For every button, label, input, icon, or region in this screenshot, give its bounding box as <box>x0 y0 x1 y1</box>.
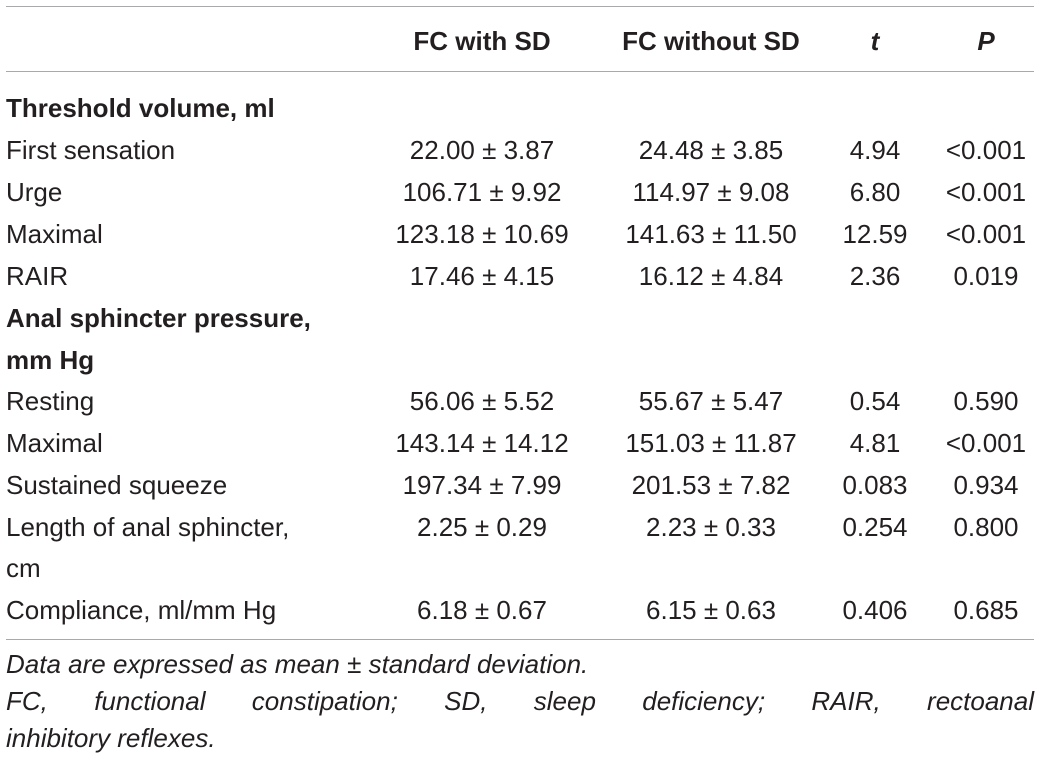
cell-t: 0.406 <box>842 595 908 625</box>
table-row: Sustained squeeze 197.34 ± 7.99 201.53 ±… <box>0 464 1040 506</box>
cell-fc-without-sd: 141.63 ± 11.50 <box>625 219 797 249</box>
header-fc-with-sd: FC with SD <box>413 26 551 56</box>
cell-fc-without-sd: 201.53 ± 7.82 <box>631 470 791 500</box>
cell-fc-with-sd: 106.71 ± 9.92 <box>402 177 562 207</box>
cell-p: <0.001 <box>945 428 1027 458</box>
cell-fc-without-sd: 55.67 ± 5.47 <box>638 386 784 416</box>
cell-t: 12.59 <box>842 219 908 249</box>
table-row-continuation: cm <box>0 547 1040 589</box>
table-row: First sensation 22.00 ± 3.87 24.48 ± 3.8… <box>0 129 1040 171</box>
section-title-row: mm Hg <box>0 339 1040 381</box>
row-label: Urge <box>6 177 63 207</box>
table-row: Compliance, ml/mm Hg 6.18 ± 0.67 6.15 ± … <box>0 589 1040 631</box>
footnote-line: FC, functional constipation; SD, sleep d… <box>6 686 1034 716</box>
cell-fc-with-sd: 22.00 ± 3.87 <box>409 135 555 165</box>
row-label: Compliance, ml/mm Hg <box>6 595 277 625</box>
cell-p: 0.934 <box>953 470 1019 500</box>
row-label-continuation: cm <box>6 553 41 583</box>
cell-fc-with-sd: 6.18 ± 0.67 <box>417 595 547 625</box>
row-label: Length of anal sphincter, <box>6 512 290 542</box>
cell-p: 0.685 <box>953 595 1019 625</box>
cell-fc-with-sd: 56.06 ± 5.52 <box>409 386 555 416</box>
table-row: Urge 106.71 ± 9.92 114.97 ± 9.08 6.80 <0… <box>0 171 1040 213</box>
cell-p: <0.001 <box>945 219 1027 249</box>
cell-fc-without-sd: 16.12 ± 4.84 <box>638 261 784 291</box>
table-row: RAIR 17.46 ± 4.15 16.12 ± 4.84 2.36 0.01… <box>0 255 1040 297</box>
section-title: Anal sphincter pressure, <box>6 303 311 333</box>
cell-fc-with-sd: 197.34 ± 7.99 <box>402 470 562 500</box>
section-title: Threshold volume, ml <box>6 93 275 123</box>
footnote-line: Data are expressed as mean ± standard de… <box>6 649 589 679</box>
row-label: Maximal <box>6 219 103 249</box>
table-footnotes: Data are expressed as mean ± standard de… <box>6 646 1034 757</box>
cell-t: 2.36 <box>849 261 901 291</box>
table-top-rule <box>6 6 1034 7</box>
cell-fc-without-sd: 2.23 ± 0.33 <box>646 512 776 542</box>
cell-t: 0.083 <box>842 470 908 500</box>
header-p: P <box>977 26 995 56</box>
table-row: Maximal 143.14 ± 14.12 151.03 ± 11.87 4.… <box>0 422 1040 464</box>
cell-p: 0.019 <box>953 261 1019 291</box>
cell-t: 4.81 <box>849 428 901 458</box>
row-label: Maximal <box>6 428 103 458</box>
cell-fc-with-sd: 2.25 ± 0.29 <box>417 512 547 542</box>
section-title-row: Threshold volume, ml <box>0 87 1040 129</box>
table-row: Resting 56.06 ± 5.52 55.67 ± 5.47 0.54 0… <box>0 380 1040 422</box>
cell-t: 6.80 <box>849 177 901 207</box>
cell-t: 0.254 <box>842 512 908 542</box>
table-header-rule <box>6 71 1034 72</box>
cell-fc-with-sd: 17.46 ± 4.15 <box>409 261 555 291</box>
cell-p: 0.590 <box>953 386 1019 416</box>
cell-t: 0.54 <box>849 386 901 416</box>
table-row: Maximal 123.18 ± 10.69 141.63 ± 11.50 12… <box>0 213 1040 255</box>
row-label: First sensation <box>6 135 176 165</box>
cell-fc-with-sd: 143.14 ± 14.12 <box>395 428 569 458</box>
cell-p: <0.001 <box>945 177 1027 207</box>
table-row: Length of anal sphincter, 2.25 ± 0.29 2.… <box>0 506 1040 548</box>
row-label: Sustained squeeze <box>6 470 228 500</box>
cell-p: 0.800 <box>953 512 1019 542</box>
header-t: t <box>870 26 880 56</box>
cell-fc-with-sd: 123.18 ± 10.69 <box>395 219 569 249</box>
cell-fc-without-sd: 114.97 ± 9.08 <box>632 177 790 207</box>
section-title: mm Hg <box>6 345 95 375</box>
cell-fc-without-sd: 24.48 ± 3.85 <box>638 135 784 165</box>
footnote-line: inhibitory reflexes. <box>6 723 216 753</box>
row-label: Resting <box>6 386 95 416</box>
cell-fc-without-sd: 151.03 ± 11.87 <box>625 428 797 458</box>
section-title-row: Anal sphincter pressure, <box>0 297 1040 339</box>
header-fc-without-sd: FC without SD <box>622 26 800 56</box>
table-header-row: FC with SD FC without SD t P <box>0 20 1040 62</box>
table-bottom-rule <box>6 639 1034 640</box>
cell-t: 4.94 <box>849 135 901 165</box>
cell-p: <0.001 <box>945 135 1027 165</box>
row-label: RAIR <box>6 261 69 291</box>
cell-fc-without-sd: 6.15 ± 0.63 <box>646 595 776 625</box>
